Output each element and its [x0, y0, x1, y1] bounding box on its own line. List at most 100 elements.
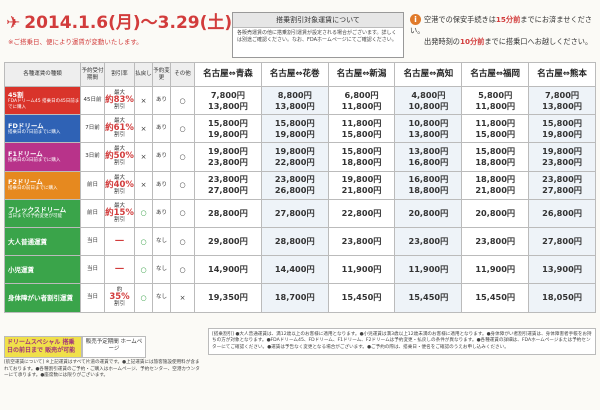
col-booking: 予約受付期間: [80, 62, 105, 87]
booking-cell: 前日: [80, 198, 105, 228]
other-cell: ○: [170, 255, 195, 285]
fare-value: 23,800円: [274, 174, 315, 185]
route-header: 名古屋⇔花巻: [260, 62, 329, 87]
fare-value: 27,800円: [208, 185, 248, 196]
change-cell: あり: [152, 170, 171, 200]
fare-value: 18,050円: [542, 292, 582, 303]
fare-cell: 19,800円 21,800円: [327, 170, 396, 200]
dream-special-note: 販売予定期間 ホームページ: [82, 336, 146, 358]
fare-cell: 20,800円: [394, 198, 463, 228]
change-cell: なし: [152, 226, 171, 257]
boarding-notice: i 空港での保安手続きは15分前までにお済ませください。 出発時刻の10分前までに…: [410, 14, 596, 47]
booking-cell: 3日前: [80, 142, 105, 172]
fare-value: 13,800円: [408, 145, 449, 156]
fare-value: 13,800円: [208, 100, 248, 111]
discount-disc-a: 最大: [113, 90, 125, 97]
fare-value: 11,800円: [341, 117, 382, 128]
footer-notes: ドリームスペシャル 搭乗日の前日まで 販売が可能 販売予定期間 ホームページ […: [4, 328, 596, 408]
refund-cell: ×: [134, 85, 153, 116]
refund-cell: ×: [134, 114, 153, 144]
discount-disc-pct: 約40%: [105, 179, 134, 190]
fare-name-note: 当日までの予約変更が可能: [8, 214, 62, 220]
fare-cell: 15,800円 18,800円: [461, 142, 530, 172]
fare-value: 15,800円: [274, 117, 315, 128]
fare-value: 11,800円: [475, 117, 516, 128]
booking-cell: 前日: [80, 170, 105, 200]
refund-cell: ○: [134, 283, 153, 313]
refund-cell: ×: [134, 170, 153, 200]
other-cell: ○: [170, 142, 195, 172]
fare-value: 13,800円: [274, 100, 315, 111]
change-cell: なし: [152, 283, 171, 313]
discount-disc-a: 最大: [113, 202, 125, 209]
discount-cell: 最大 約15% 割引: [104, 198, 135, 228]
fare-type-name: 大人普通運賃: [4, 226, 81, 257]
change-cell: あり: [152, 85, 171, 116]
fare-cell: 28,800円: [260, 226, 329, 257]
discount-disc-pct: 35%: [109, 292, 130, 303]
dream-special-label: ドリームスペシャル 搭乗日の前日まで 販売が可能: [4, 336, 82, 358]
airplane-icon: ✈: [6, 13, 21, 33]
fare-name-text: F2ドリーム: [8, 178, 43, 187]
table-header-row: 各種運賃の種類 予約受付期間 割引率 払戻し 予約変更 その他 名古屋⇔青森 名…: [4, 62, 596, 87]
page-title: ✈ 2014.1.6(月)～3.29(土)の運賃: [6, 8, 283, 33]
notice-text: までにお済ませください。: [410, 15, 592, 35]
discount-disc-a: 最大: [113, 146, 125, 153]
fare-value: 26,800円: [542, 207, 582, 218]
fare-cell: 23,800円 27,800円: [528, 170, 596, 200]
fare-cell: 6,800円 11,800円: [327, 85, 396, 116]
fare-value: 15,450円: [475, 292, 516, 303]
fare-cell: 10,800円 13,800円: [394, 114, 463, 144]
fare-cell: 11,800円 15,800円: [327, 114, 396, 144]
fare-cell: 19,350円: [194, 283, 262, 313]
other-cell: ○: [170, 170, 195, 200]
fare-cell: 23,800円 26,800円: [260, 170, 329, 200]
fare-value: 13,900円: [542, 264, 582, 275]
fare-value: 23,800円: [208, 174, 248, 185]
fare-name-text: F1ドリーム: [8, 149, 43, 158]
fare-value: 21,800円: [341, 185, 382, 196]
fare-value: 13,800円: [408, 128, 449, 139]
fare-value: 19,800円: [274, 145, 315, 156]
fare-name-text: FDドリーム: [8, 121, 44, 130]
discount-disc-b: 割引: [113, 216, 125, 223]
fare-name-text: 45割: [8, 90, 24, 99]
fare-value: 18,800円: [341, 156, 382, 167]
fare-value: 15,800円: [475, 145, 516, 156]
fare-cell: 11,800円 15,800円: [461, 114, 530, 144]
refund-cell: ○: [134, 198, 153, 228]
discount-disc-b: 割引: [113, 301, 125, 308]
change-cell: あり: [152, 142, 171, 172]
notice-text: までに搭乗口へお越しください。: [484, 37, 593, 46]
fare-cell: 15,800円 19,800円: [528, 114, 596, 144]
info-icon: i: [410, 14, 421, 25]
notice-text: 出発時刻の: [424, 37, 460, 46]
fare-value: 27,800円: [274, 207, 315, 218]
fare-cell: 26,800円: [528, 198, 596, 228]
fare-value: 10,800円: [408, 100, 449, 111]
fare-value: 19,800円: [542, 128, 582, 139]
fare-cell: 11,900円: [394, 255, 463, 285]
notice-text: 空港での保安手続きは: [424, 15, 496, 24]
fare-value: 26,800円: [274, 185, 315, 196]
fare-value: 11,900円: [475, 264, 516, 275]
fare-type-name: 45割 FDAドリーム45 搭乗日の45日前までに購入: [4, 85, 81, 116]
fare-cell: 22,800円: [327, 198, 396, 228]
fare-cell: 11,900円: [461, 255, 530, 285]
discount-cell: ―: [104, 255, 135, 285]
fare-value: 23,800円: [341, 236, 382, 247]
discount-cell: ―: [104, 226, 135, 257]
discount-disc-pct: 約50%: [105, 151, 134, 162]
col-refund: 払戻し: [134, 62, 153, 87]
fare-cell: 4,800円 10,800円: [394, 85, 463, 116]
notes-left: [航空運賃について] ※上記運賃はすべて片道の運賃です。●上記運賃には旅客施設使…: [4, 360, 200, 379]
fare-type-name: FDドリーム 搭乗日の7日前までに購入: [4, 114, 81, 144]
fare-name-note: 搭乗日の3日前までに購入: [8, 157, 61, 163]
fare-cell: 23,800円 27,800円: [194, 170, 262, 200]
fare-cell: 13,900円: [528, 255, 596, 285]
table-row: 小児運賃 当日 ― ○ なし ○ 14,900円 14,400円 11,900円 11,900円 1…: [4, 255, 596, 285]
col-discount: 割引率: [104, 62, 135, 87]
fare-value: 19,800円: [341, 174, 382, 185]
other-cell: ○: [170, 198, 195, 228]
fare-name-text: 大人普通運賃: [8, 237, 47, 246]
